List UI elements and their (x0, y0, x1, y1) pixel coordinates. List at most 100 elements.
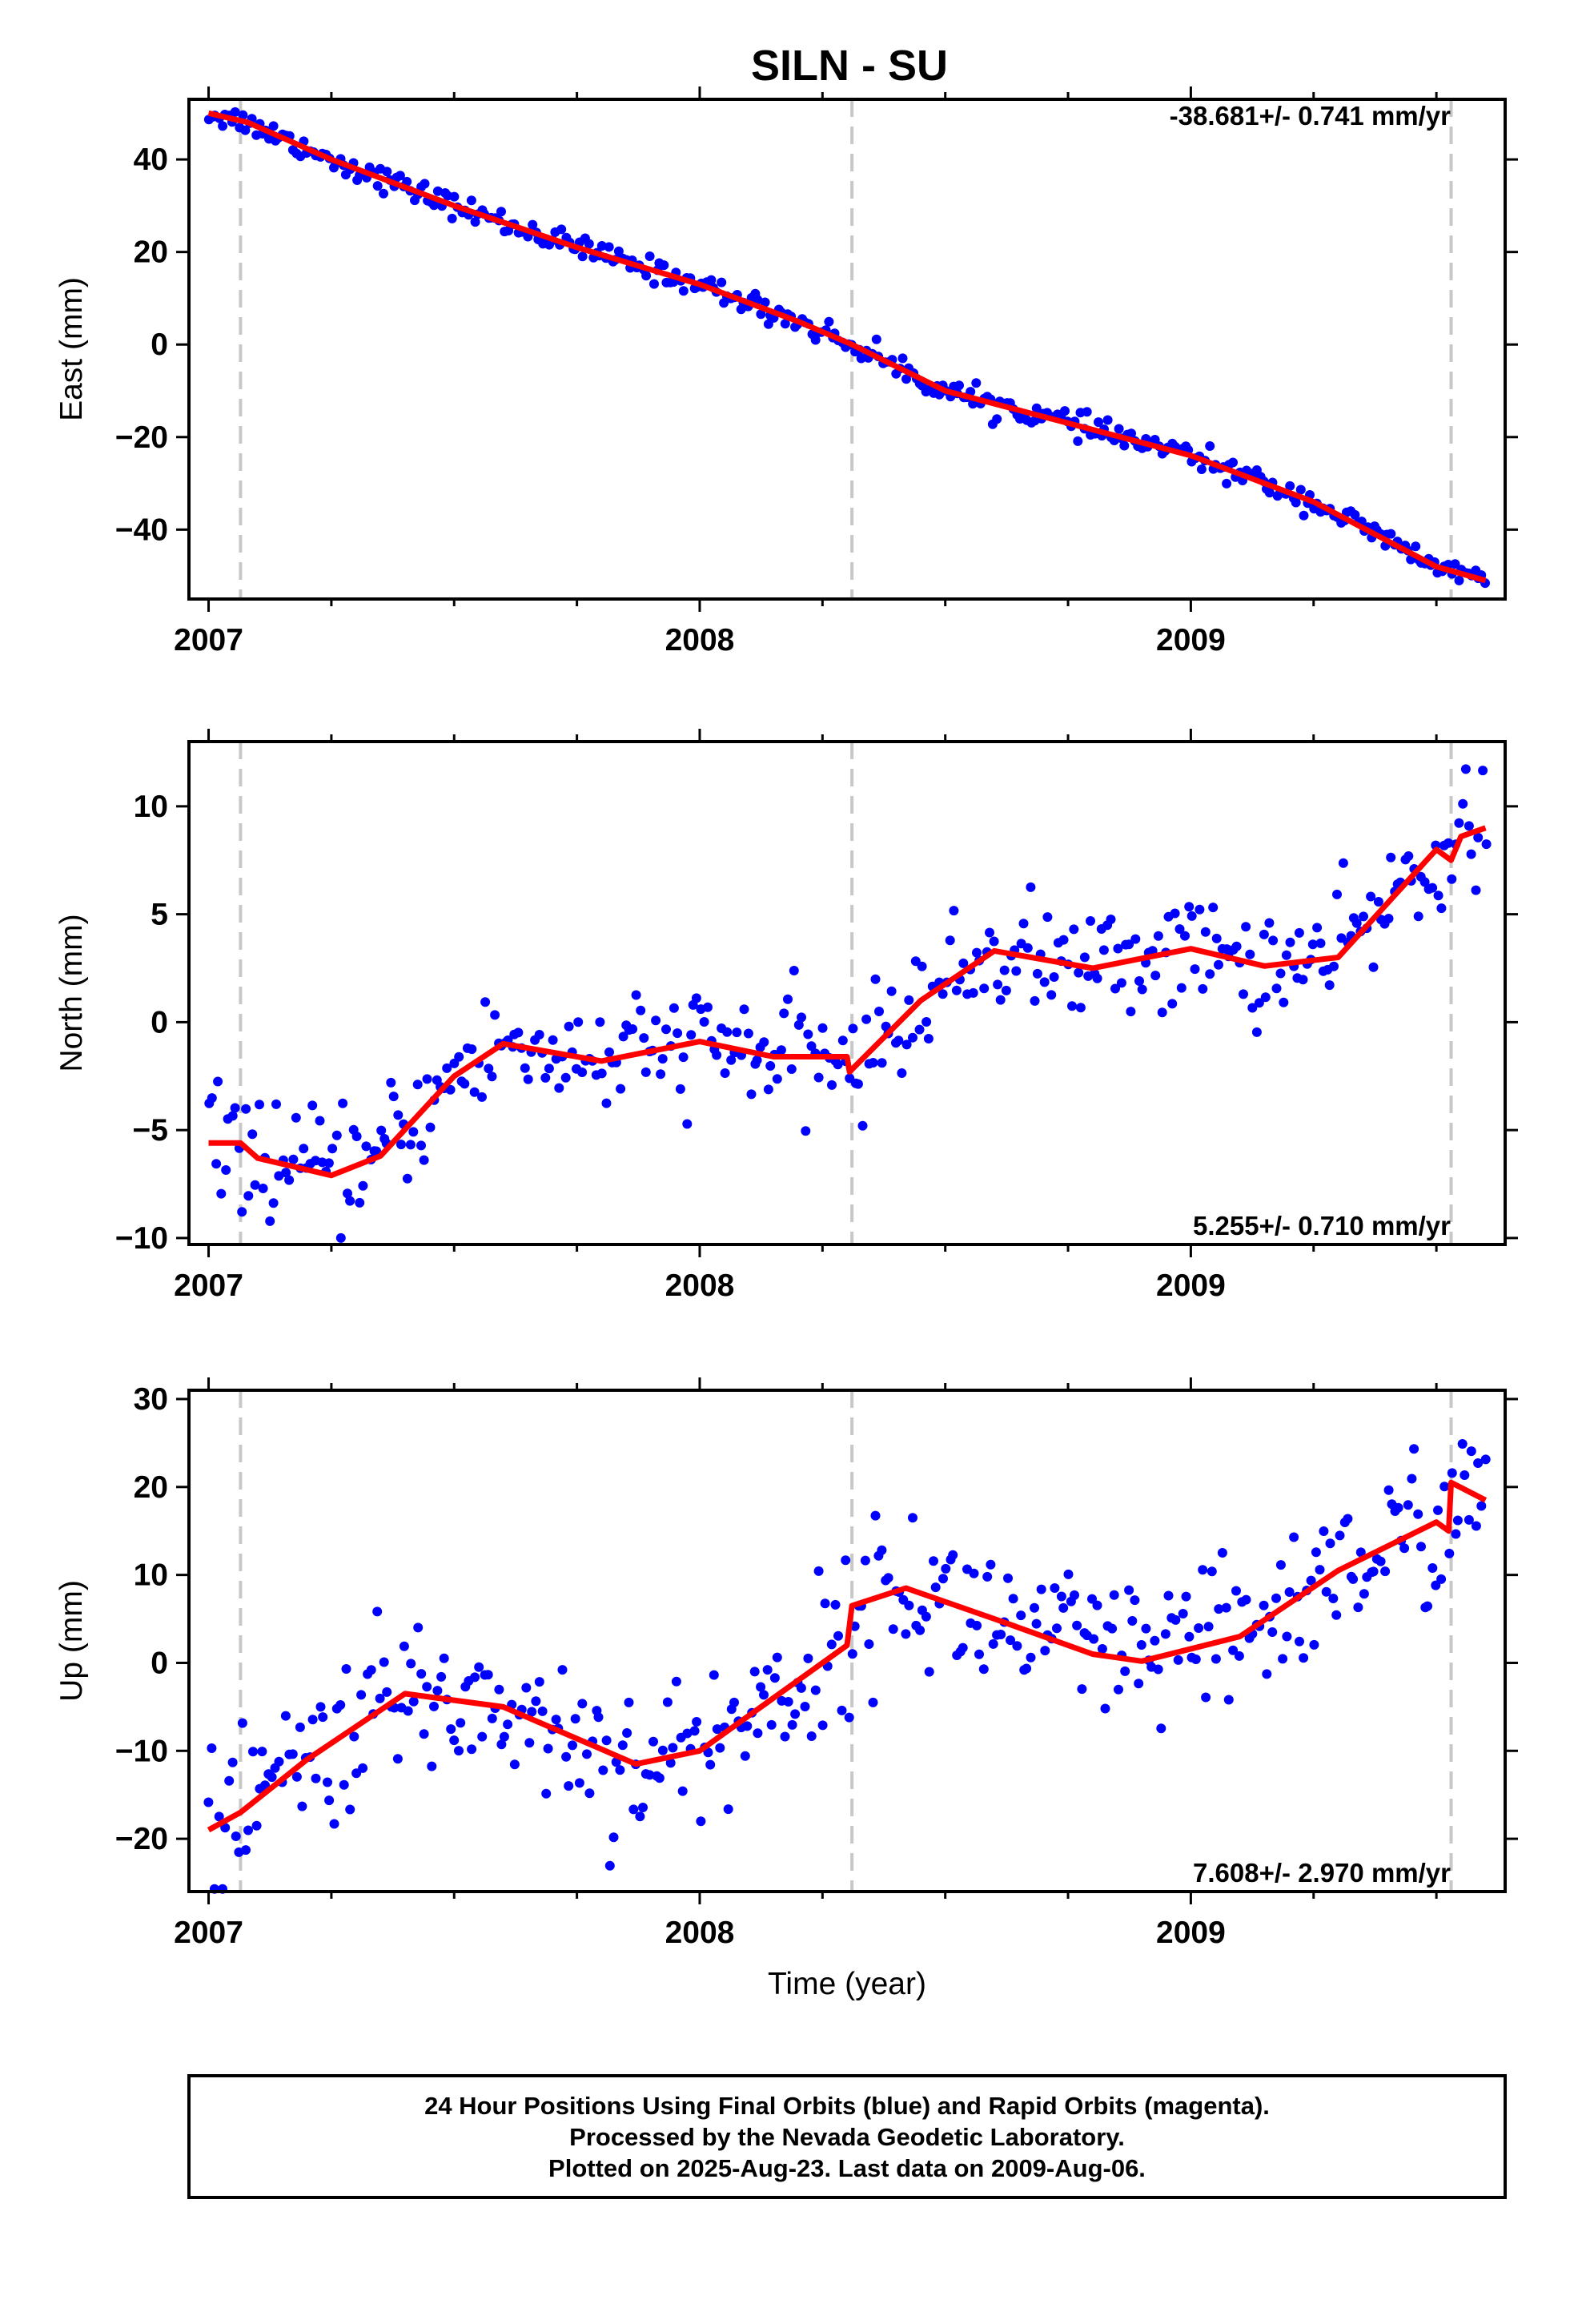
north-data-point (1368, 962, 1379, 972)
north-data-point (949, 906, 959, 916)
north-data-point (1383, 914, 1394, 923)
east-data-point (780, 319, 790, 329)
up-data-point (446, 1724, 456, 1735)
up-data-point (432, 1686, 443, 1696)
up-data-point (1271, 1593, 1281, 1603)
up-data-point (800, 1702, 810, 1711)
up-data-point (729, 1697, 739, 1707)
east-data-point (678, 286, 689, 296)
up-data-point (1409, 1444, 1419, 1454)
north-panel: 2007 2008 2009 10 5 0 −5 −10 North (mm) 5.255+/… (54, 729, 1518, 1303)
up-data-point (1031, 1618, 1042, 1629)
north-data-point (746, 1089, 757, 1100)
north-data-point (573, 1017, 584, 1027)
up-data-point (1217, 1548, 1227, 1558)
up-data-point (521, 1683, 532, 1693)
north-data-point (1264, 918, 1275, 928)
north-data-point (523, 1074, 533, 1084)
north-data-point (985, 927, 994, 938)
up-model-line (207, 1479, 1488, 1833)
east-data-point (706, 275, 717, 285)
up-data-point (527, 1707, 537, 1717)
up-data-point (948, 1550, 958, 1560)
east-x-tick-label: 2009 (1156, 623, 1226, 657)
north-data-point (1198, 983, 1208, 994)
north-data-point (636, 1005, 646, 1015)
north-data-point (1241, 922, 1251, 932)
up-data-point (1262, 1669, 1272, 1679)
up-data-point (1473, 1458, 1484, 1468)
up-data-point (703, 1747, 713, 1758)
north-y-tick-label: 5 (151, 898, 168, 932)
up-data-point (237, 1718, 247, 1728)
up-data-point (988, 1638, 998, 1649)
up-data-point (662, 1697, 673, 1707)
east-data-point (1060, 406, 1070, 416)
up-data-point (1399, 1543, 1410, 1554)
up-data-point (996, 1630, 1006, 1639)
north-data-point (284, 1175, 295, 1185)
up-data-point (677, 1786, 688, 1796)
up-data-point (1343, 1514, 1353, 1524)
up-data-point (772, 1652, 782, 1663)
north-data-point (604, 1047, 614, 1057)
up-data-point (1026, 1652, 1036, 1663)
up-data-point (207, 1743, 217, 1753)
up-data-point (291, 1771, 302, 1782)
north-data-point (1200, 927, 1211, 937)
up-y-tick-label: 10 (134, 1558, 168, 1593)
north-data-point (554, 1083, 564, 1093)
up-data-point (241, 1845, 251, 1856)
up-data-point (982, 1571, 993, 1582)
north-data-point (1478, 766, 1488, 776)
north-data-point (1298, 975, 1308, 985)
north-data-point (1279, 997, 1289, 1007)
up-data-point (1416, 1542, 1426, 1552)
up-data-point (1319, 1526, 1329, 1536)
up-data-point (1306, 1575, 1316, 1586)
north-data-point (1351, 918, 1362, 928)
up-data-point (1325, 1538, 1335, 1549)
north-data-point (227, 1111, 238, 1121)
north-data-point (1214, 959, 1223, 970)
north-data-point (1231, 941, 1242, 951)
up-data-point (577, 1699, 588, 1709)
up-data-point (274, 1756, 284, 1767)
east-data-point (449, 191, 460, 202)
north-data-point (868, 1058, 878, 1068)
up-data-point (826, 1639, 837, 1650)
north-data-point (1126, 1007, 1136, 1017)
north-data-point (425, 1122, 436, 1132)
north-data-point (1086, 916, 1095, 926)
north-data-point (886, 986, 897, 996)
up-data-point (1191, 1655, 1201, 1664)
up-data-point (841, 1555, 851, 1566)
north-data-point (540, 1072, 551, 1083)
up-data-point (1275, 1560, 1286, 1570)
up-data-point (1130, 1595, 1140, 1606)
up-data-point (1436, 1574, 1447, 1584)
north-data-point (237, 1207, 247, 1217)
up-data-point (1077, 1684, 1087, 1695)
up-data-point (978, 1664, 989, 1675)
up-data-point (1259, 1600, 1269, 1610)
up-data-point (456, 1718, 466, 1728)
east-data-point (596, 241, 607, 251)
north-data-point (972, 947, 982, 958)
east-y-tick-label: 0 (151, 328, 168, 362)
east-data-point (644, 251, 655, 261)
north-data-point (803, 1029, 813, 1039)
up-data-point (1476, 1501, 1487, 1511)
north-data-point (1471, 885, 1481, 895)
east-data-point (659, 260, 669, 271)
north-data-point (396, 1140, 406, 1150)
up-data-point (1289, 1532, 1299, 1542)
up-x-tick-label: 2007 (174, 1916, 243, 1950)
east-plot-frame (187, 98, 1507, 601)
north-data-point (323, 1158, 334, 1168)
north-data-point (1294, 927, 1304, 938)
up-data-point (323, 1777, 332, 1787)
up-data-point (1114, 1684, 1123, 1695)
north-data-point (207, 1093, 217, 1104)
east-data-point (577, 251, 588, 262)
